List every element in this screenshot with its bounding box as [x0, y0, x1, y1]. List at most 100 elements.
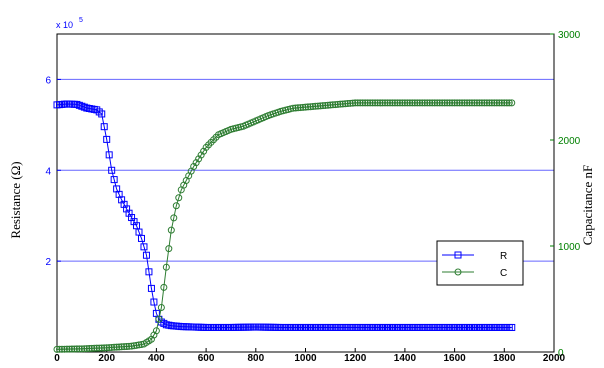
x-tick-label: 400: [148, 353, 165, 363]
series-C-point: [155, 315, 163, 323]
series-C-point: [113, 343, 121, 351]
series-R-point: [147, 284, 155, 292]
series-C-point: [98, 344, 106, 352]
series-C-point: [172, 202, 180, 210]
series-C-point: [413, 99, 421, 107]
legend: R C: [436, 240, 524, 286]
series-C-point: [441, 99, 449, 107]
series-C-point: [478, 99, 486, 107]
legend-c-label: C: [500, 268, 507, 279]
series-C-point: [83, 345, 91, 353]
series-R-point: [145, 268, 153, 276]
series-C-point: [75, 345, 83, 353]
series-C-point: [60, 345, 68, 353]
series-C-point: [398, 99, 406, 107]
series-C-point: [63, 345, 71, 353]
series-R-line: [56, 103, 512, 328]
series-C-point: [381, 99, 389, 107]
series-C-point: [336, 100, 344, 108]
series-C-point: [344, 100, 352, 108]
series-C-point: [490, 99, 498, 107]
series-C-point: [88, 344, 96, 352]
series-R-point: [110, 176, 118, 184]
series-C-point: [70, 345, 78, 353]
series-C-line: [56, 102, 512, 350]
series-C-point: [351, 99, 359, 107]
series-C-point: [53, 345, 61, 353]
series-C-point: [369, 99, 377, 107]
series-C-point: [416, 99, 424, 107]
series-C-point: [125, 342, 133, 350]
series-C-point: [321, 101, 329, 109]
series-R-point: [118, 196, 126, 204]
series-C-point: [292, 104, 300, 112]
series-R-point: [130, 218, 138, 226]
x-tick-label: 1000: [294, 353, 317, 363]
series-C-point: [500, 99, 508, 107]
x-tick-label: 800: [247, 353, 264, 363]
y-axis-left-title: Resistance (Ω): [8, 161, 23, 238]
series-C-point: [438, 99, 446, 107]
series-C-point: [85, 345, 93, 353]
series-R-point: [125, 209, 133, 217]
series-C-point: [406, 99, 414, 107]
series-C-point: [73, 345, 81, 353]
series-C-point: [498, 99, 506, 107]
y-axis-right-title: Capacitance nF: [580, 165, 595, 246]
series-C-point: [110, 343, 118, 351]
series-C-point: [493, 99, 501, 107]
series-C-point: [93, 344, 101, 352]
series-R-point: [98, 110, 106, 118]
series-C-point: [431, 99, 439, 107]
series-C-point: [418, 99, 426, 107]
x-tick-label: 600: [198, 353, 215, 363]
series-C-point: [302, 103, 309, 111]
series-C-point: [426, 99, 434, 107]
series-C-point: [411, 99, 419, 107]
series-C-point: [485, 99, 493, 107]
series-R-point: [108, 166, 116, 174]
series-C-point: [401, 99, 409, 107]
series-C-point: [316, 102, 324, 110]
y-multiplier-exponent: 5: [79, 17, 83, 24]
series-R-point: [78, 102, 86, 110]
series-R-point: [80, 103, 88, 111]
series-C-point: [326, 101, 334, 109]
series-C-point: [475, 99, 483, 107]
series-C-point: [376, 99, 384, 107]
series-R-point: [150, 298, 158, 306]
series-R-point: [160, 319, 168, 327]
x-tick-label: 2000: [543, 353, 566, 363]
series-R-point: [95, 108, 103, 116]
series-R-point: [123, 205, 131, 213]
y-left-tick-label: 6: [45, 75, 51, 86]
series-C-point: [289, 104, 297, 112]
series-C-point: [366, 99, 374, 107]
y-right-tick-label: 3000: [558, 30, 581, 41]
series-C-point: [423, 99, 431, 107]
series-C-point: [451, 99, 459, 107]
series-C-point: [128, 342, 136, 350]
series-C-point: [473, 99, 481, 107]
series-C-point: [391, 99, 399, 107]
series-C-point: [443, 99, 451, 107]
series-C-point: [78, 345, 86, 353]
series-C-point: [503, 99, 511, 107]
series-C-point: [319, 102, 327, 110]
x-tick-label: 1400: [394, 353, 417, 363]
series-R-point: [137, 234, 145, 242]
series-R-point: [115, 190, 123, 198]
series-C-point: [403, 99, 411, 107]
series-C-point: [65, 345, 73, 353]
series-R-point: [93, 106, 101, 114]
series-C-point: [436, 99, 444, 107]
series-C-point: [162, 263, 170, 271]
series-C-point: [105, 344, 113, 352]
series-C-point: [393, 99, 401, 107]
series-C-point: [448, 99, 456, 107]
ticks: 2 4 6 1000 2000 3000 0 0 200 400 600 800 1000 1200 140…: [45, 30, 581, 364]
series-C-point: [294, 104, 302, 112]
series-R-point: [113, 185, 121, 193]
series-C-point: [100, 344, 108, 352]
series-C-point: [386, 99, 394, 107]
